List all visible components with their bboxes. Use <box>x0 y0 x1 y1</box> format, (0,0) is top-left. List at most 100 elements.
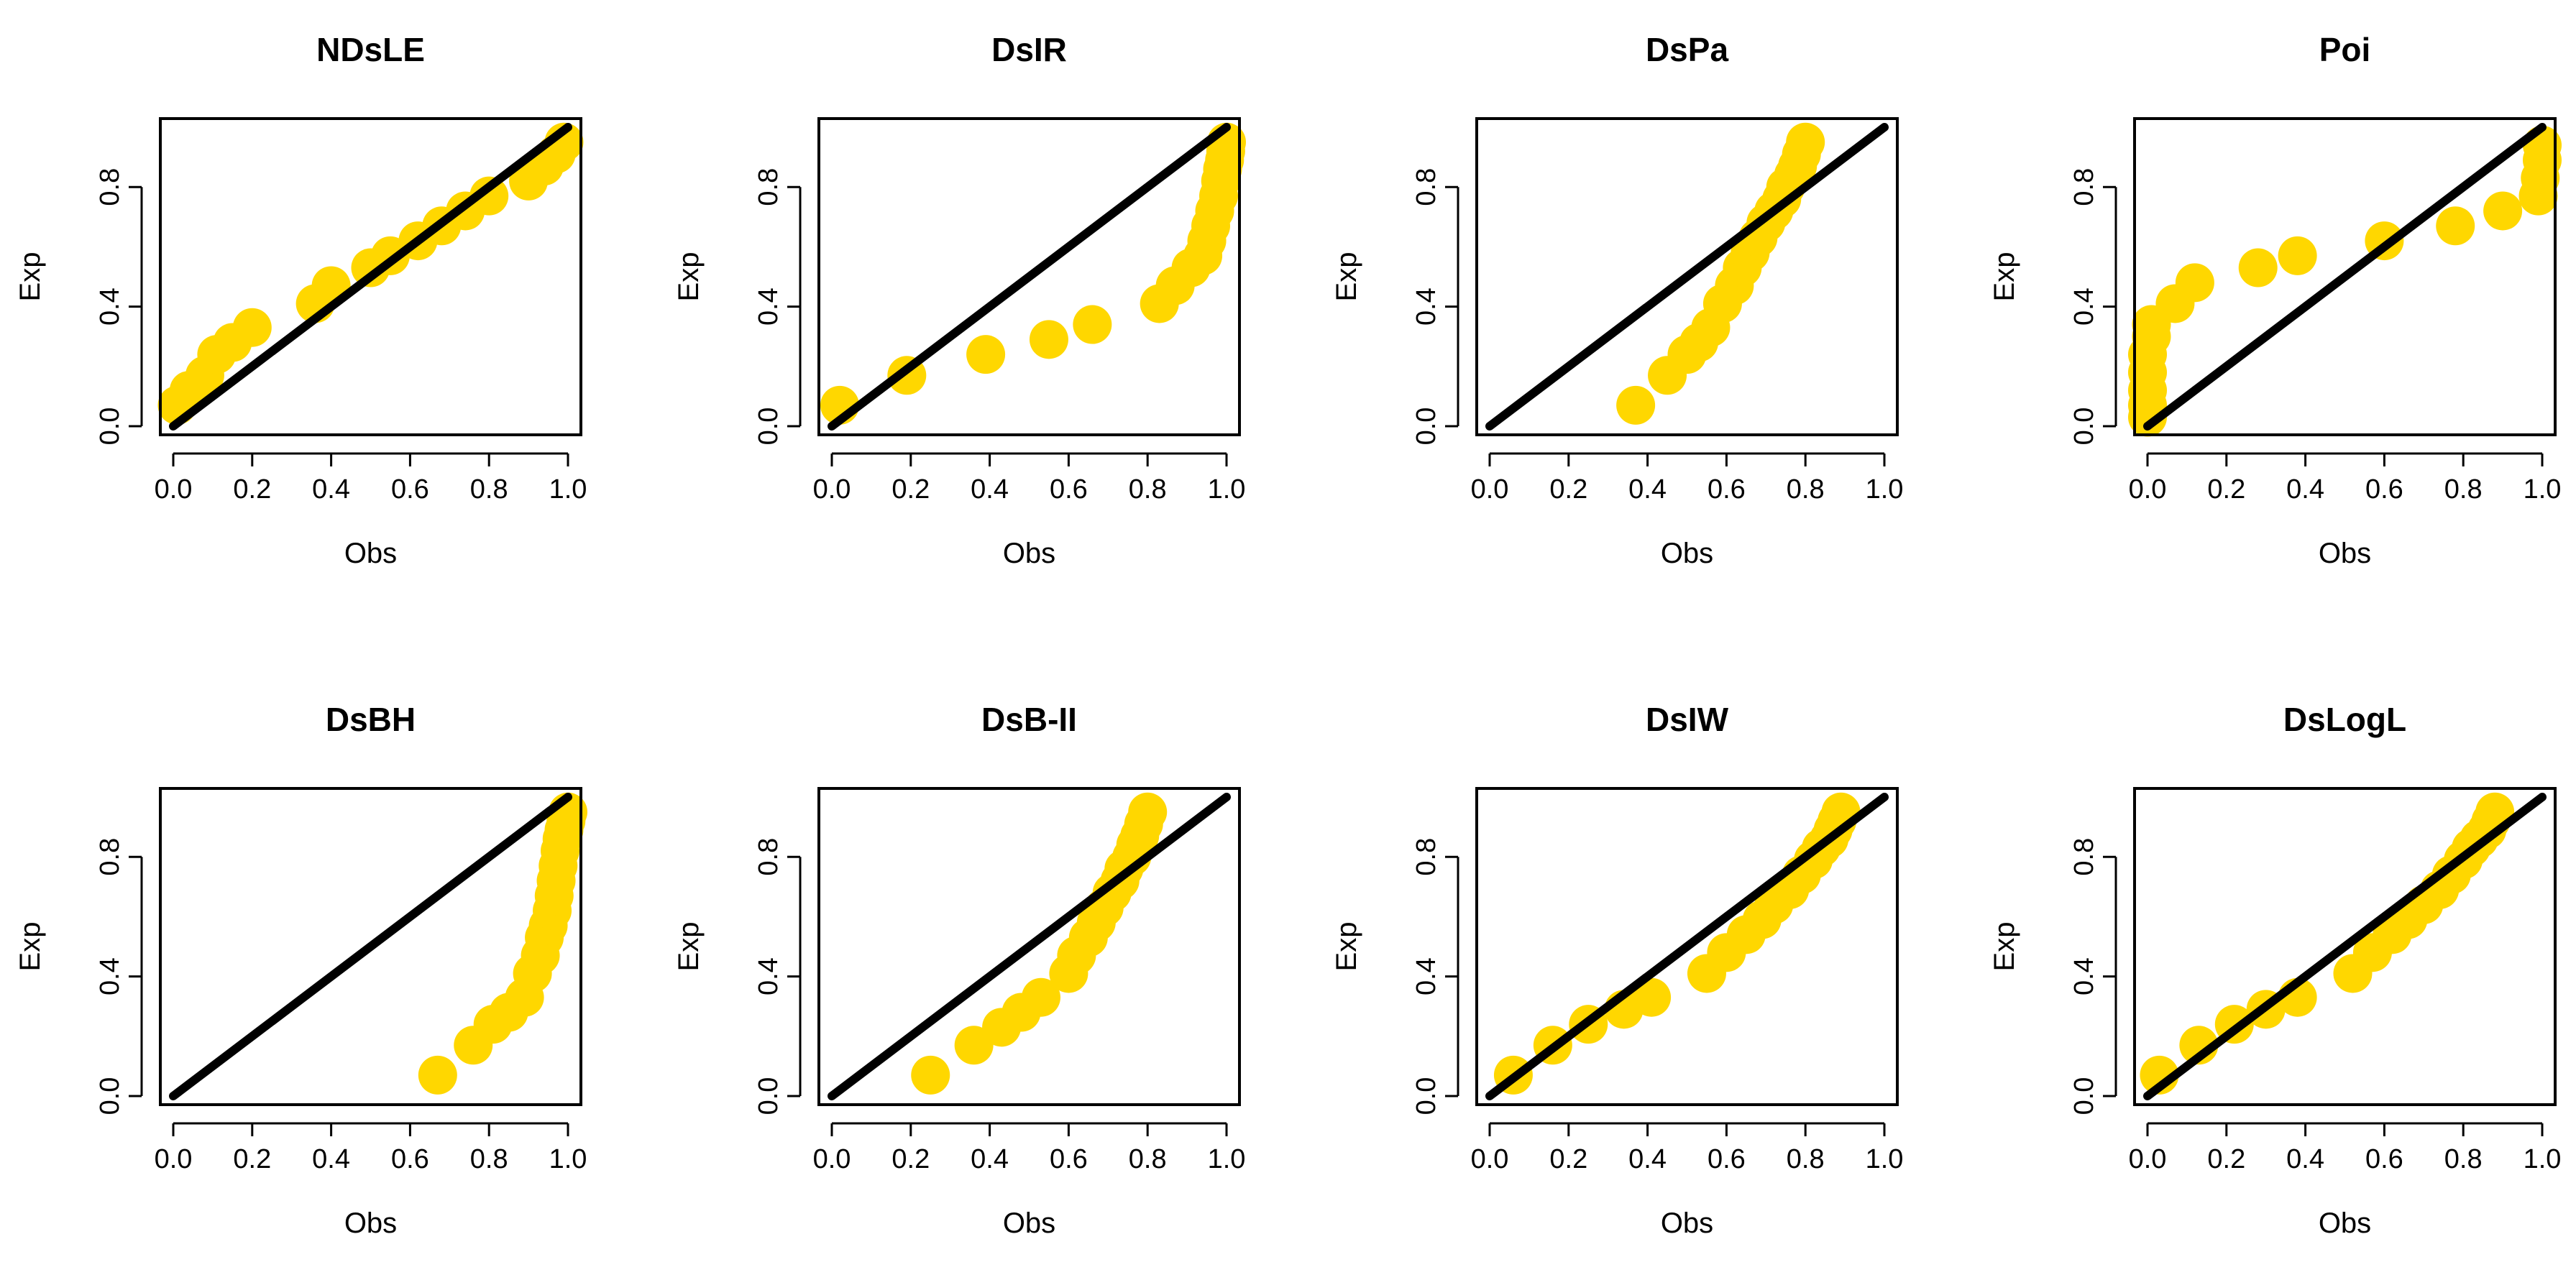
panel-dsb-ii: DsB-II 0.0 0.2 0.4 0.6 0.8 1.0 0.0 0.4 0.8 Obs Exp <box>673 701 1245 1239</box>
y-tick-label: 0.0 <box>1411 1077 1441 1115</box>
x-axis-label: Obs <box>344 538 397 569</box>
data-point <box>966 335 1006 374</box>
y-tick-label: 0.8 <box>95 168 125 206</box>
panel-poi: Poi 0.0 0.2 0.4 0.6 0.8 1.0 0.0 0.4 0.8 Obs Exp <box>1989 31 2562 569</box>
x-tick-label: 1.0 <box>1208 1144 1246 1174</box>
y-tick-label: 0.4 <box>95 957 125 995</box>
x-tick-label: 0.6 <box>1708 1144 1746 1174</box>
x-tick-label: 0.4 <box>1628 474 1667 505</box>
x-tick-label: 0.4 <box>312 474 350 505</box>
x-tick-label: 0.6 <box>1708 474 1746 505</box>
data-point <box>2436 206 2475 246</box>
plot-frame <box>817 787 1241 1106</box>
reference-line <box>2143 793 2547 1100</box>
x-tick-label: 0.6 <box>2365 474 2403 505</box>
data-point <box>1029 320 1068 359</box>
x-tick-label: 0.4 <box>971 474 1009 505</box>
y-axis-label: Exp <box>1989 922 2020 972</box>
y-tick-label: 0.0 <box>95 408 125 446</box>
y-axis-label: Exp <box>673 252 705 302</box>
y-tick-label: 0.8 <box>1411 168 1441 206</box>
x-tick-label: 1.0 <box>1866 474 1904 505</box>
x-tick-label: 0.8 <box>1787 474 1825 505</box>
panel-title: Poi <box>2319 31 2371 68</box>
data-point <box>1786 122 1825 162</box>
y-tick-label: 0.4 <box>95 287 125 326</box>
data-point <box>2175 263 2214 303</box>
reference-line <box>1485 793 1889 1100</box>
panel-title: DsLogL <box>2283 701 2406 738</box>
x-tick-label: 0.0 <box>1471 1144 1509 1174</box>
panel-title: DsB-II <box>981 701 1077 738</box>
x-tick-label: 0.8 <box>2444 474 2483 505</box>
plot-frame <box>1475 117 1899 436</box>
plot-frame <box>2133 787 2557 1106</box>
y-axis-label: Exp <box>14 922 46 972</box>
reference-line <box>1485 123 1889 431</box>
y-axis-label: Exp <box>1331 922 1362 972</box>
x-tick-label: 0.8 <box>1787 1144 1825 1174</box>
data-point <box>954 1026 994 1065</box>
panel-dsir: DsIR 0.0 0.2 0.4 0.6 0.8 1.0 0.0 0.4 0.8 Obs Exp <box>673 31 1246 569</box>
panel-title: DsBH <box>326 701 416 738</box>
x-tick-label: 0.2 <box>233 1144 271 1174</box>
x-tick-label: 0.6 <box>1050 1144 1088 1174</box>
x-tick-label: 0.8 <box>470 474 508 505</box>
y-tick-label: 0.0 <box>2069 408 2099 446</box>
x-axis-label: Obs <box>2319 538 2371 569</box>
x-tick-label: 0.2 <box>891 474 930 505</box>
y-tick-label: 0.0 <box>2069 1077 2099 1115</box>
x-tick-label: 0.8 <box>1129 1144 1167 1174</box>
y-tick-label: 0.4 <box>1411 287 1441 326</box>
plot-frame <box>817 117 1241 436</box>
x-axis-label: Obs <box>1003 1207 1055 1239</box>
x-tick-label: 0.0 <box>813 1144 851 1174</box>
x-tick-label: 0.6 <box>391 474 429 505</box>
y-tick-label: 0.4 <box>753 957 784 995</box>
plot-frame <box>2133 117 2557 436</box>
x-tick-label: 1.0 <box>1866 1144 1904 1174</box>
x-axis-label: Obs <box>1003 538 1055 569</box>
x-tick-label: 1.0 <box>1208 474 1246 505</box>
data-point <box>232 308 272 347</box>
y-axis-label: Exp <box>1989 252 2020 302</box>
data-point <box>418 1055 457 1095</box>
x-axis-label: Obs <box>1661 1207 1713 1239</box>
x-axis-label: Obs <box>2319 1207 2371 1239</box>
x-tick-label: 0.2 <box>233 474 271 505</box>
y-tick-label: 0.0 <box>95 1077 125 1115</box>
x-tick-label: 0.4 <box>971 1144 1009 1174</box>
y-tick-label: 0.4 <box>1411 957 1441 995</box>
x-tick-label: 0.4 <box>2286 1144 2324 1174</box>
panel-title: DsIR <box>991 31 1067 68</box>
x-tick-label: 0.4 <box>1628 1144 1667 1174</box>
reference-line <box>828 793 1231 1100</box>
x-tick-label: 1.0 <box>549 474 587 505</box>
x-tick-label: 0.2 <box>891 1144 930 1174</box>
y-tick-label: 0.8 <box>2069 838 2099 876</box>
x-tick-label: 0.0 <box>2129 1144 2167 1174</box>
y-tick-label: 0.8 <box>2069 168 2099 206</box>
x-tick-label: 0.8 <box>2444 1144 2483 1174</box>
x-tick-label: 0.0 <box>1471 474 1509 505</box>
x-tick-label: 0.0 <box>813 474 851 505</box>
x-tick-label: 0.8 <box>470 1144 508 1174</box>
data-point <box>469 176 509 216</box>
x-tick-label: 0.6 <box>1050 474 1088 505</box>
x-tick-label: 0.2 <box>2207 1144 2245 1174</box>
y-axis-label: Exp <box>14 252 46 302</box>
data-point <box>1632 977 1672 1017</box>
reference-line <box>828 123 1231 431</box>
panel-ndsle: NDsLE 0.0 0.2 0.4 0.6 0.8 1.0 0.0 0.4 0.8 Obs Exp <box>14 31 587 569</box>
x-tick-label: 0.4 <box>312 1144 350 1174</box>
y-tick-label: 0.8 <box>753 168 784 206</box>
data-point <box>2278 236 2317 275</box>
y-tick-label: 0.0 <box>753 408 784 446</box>
y-tick-label: 0.8 <box>753 838 784 876</box>
panel-title: NDsLE <box>316 31 425 68</box>
data-point <box>2483 191 2523 231</box>
panel-dslogl: DsLogL 0.0 0.2 0.4 0.6 0.8 1.0 0.0 0.4 0.8 Obs Exp <box>1989 701 2561 1239</box>
x-tick-label: 0.2 <box>1549 474 1587 505</box>
plot-frame <box>159 117 582 436</box>
